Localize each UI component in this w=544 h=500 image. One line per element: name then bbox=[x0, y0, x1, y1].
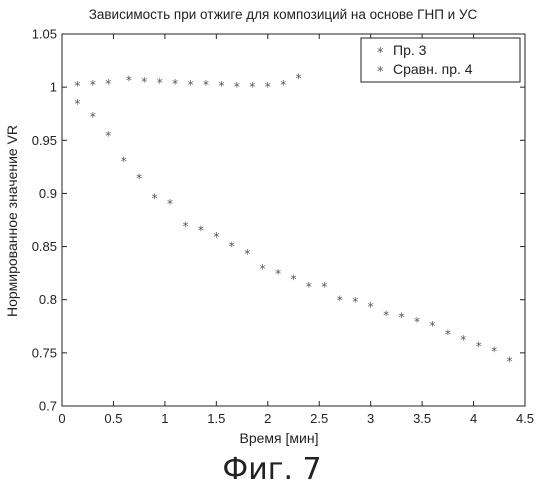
data-point: * bbox=[172, 77, 178, 91]
data-point: * bbox=[429, 319, 435, 333]
data-point: * bbox=[157, 76, 163, 90]
data-point: * bbox=[90, 110, 96, 124]
figure-caption: Фиг. 7 bbox=[0, 452, 544, 487]
data-point: * bbox=[260, 262, 266, 276]
x-tick-label: 2.5 bbox=[310, 411, 328, 426]
x-tick-label: 1 bbox=[161, 411, 168, 426]
data-point: * bbox=[213, 230, 219, 244]
y-tick-label: 1 bbox=[50, 80, 57, 95]
data-point: * bbox=[126, 74, 132, 88]
x-tick-label: 2 bbox=[264, 411, 271, 426]
x-tick-label: 1.5 bbox=[207, 411, 225, 426]
data-point: * bbox=[507, 354, 513, 368]
y-tick-label: 0.7 bbox=[39, 399, 57, 414]
data-point: * bbox=[234, 80, 240, 94]
data-point: * bbox=[229, 240, 235, 254]
x-tick-label: 3.5 bbox=[413, 411, 431, 426]
y-tick-label: 0.95 bbox=[32, 133, 57, 148]
data-point: * bbox=[121, 154, 127, 168]
x-tick-label: 4 bbox=[470, 411, 477, 426]
data-point: * bbox=[167, 197, 173, 211]
data-point: * bbox=[218, 79, 224, 93]
data-point: * bbox=[352, 295, 358, 309]
legend-label-series-1: Пр. 3 bbox=[393, 42, 427, 58]
data-point: * bbox=[306, 280, 312, 294]
data-point: * bbox=[74, 97, 80, 111]
data-point: * bbox=[74, 79, 80, 93]
x-tick-label: 3 bbox=[367, 411, 374, 426]
data-point: * bbox=[188, 78, 194, 92]
data-point: * bbox=[337, 294, 343, 308]
data-point: * bbox=[296, 72, 302, 86]
legend-marker-series-2: * bbox=[377, 65, 384, 80]
x-tick-label: 0.5 bbox=[104, 411, 122, 426]
data-point: * bbox=[275, 267, 281, 281]
data-point: * bbox=[198, 224, 204, 238]
y-tick-label: 0.75 bbox=[32, 345, 57, 360]
data-point: * bbox=[383, 309, 389, 323]
data-point: * bbox=[280, 78, 286, 92]
y-tick-label: 0.8 bbox=[39, 292, 57, 307]
data-point: * bbox=[414, 315, 420, 329]
x-axis-label: Время [мин] bbox=[240, 430, 319, 446]
legend: * Пр. 3 * Сравн. пр. 4 bbox=[361, 38, 520, 82]
x-tick-label: 0 bbox=[58, 411, 65, 426]
y-tick-label: 1.05 bbox=[32, 27, 57, 42]
data-point: * bbox=[141, 75, 147, 89]
data-point: * bbox=[460, 333, 466, 347]
data-point: * bbox=[244, 247, 250, 261]
data-point: * bbox=[249, 80, 255, 94]
data-point: * bbox=[399, 311, 405, 325]
chart: Зависимость при отжиге для композиций на… bbox=[0, 0, 544, 450]
y-tick-label: 0.85 bbox=[32, 239, 57, 254]
y-tick-label: 0.9 bbox=[39, 186, 57, 201]
data-point: * bbox=[265, 80, 271, 94]
x-tick-label: 4.5 bbox=[516, 411, 534, 426]
data-point: * bbox=[476, 339, 482, 353]
data-point: * bbox=[90, 78, 96, 92]
y-axis-label: Нормированное значение VR bbox=[4, 125, 20, 317]
legend-marker-series-1: * bbox=[377, 46, 384, 61]
data-point: * bbox=[445, 328, 451, 342]
data-point: * bbox=[105, 77, 111, 91]
data-point: * bbox=[491, 345, 497, 359]
plot-area bbox=[62, 34, 525, 406]
data-point: * bbox=[368, 300, 374, 314]
data-point: * bbox=[321, 280, 327, 294]
chart-title: Зависимость при отжиге для композиций на… bbox=[89, 7, 478, 22]
data-point: * bbox=[152, 192, 158, 206]
legend-label-series-2: Сравн. пр. 4 bbox=[393, 61, 473, 77]
data-point: * bbox=[291, 272, 297, 286]
data-point: * bbox=[203, 78, 209, 92]
data-point: * bbox=[105, 129, 111, 143]
data-point: * bbox=[136, 171, 142, 185]
data-point: * bbox=[182, 219, 188, 233]
